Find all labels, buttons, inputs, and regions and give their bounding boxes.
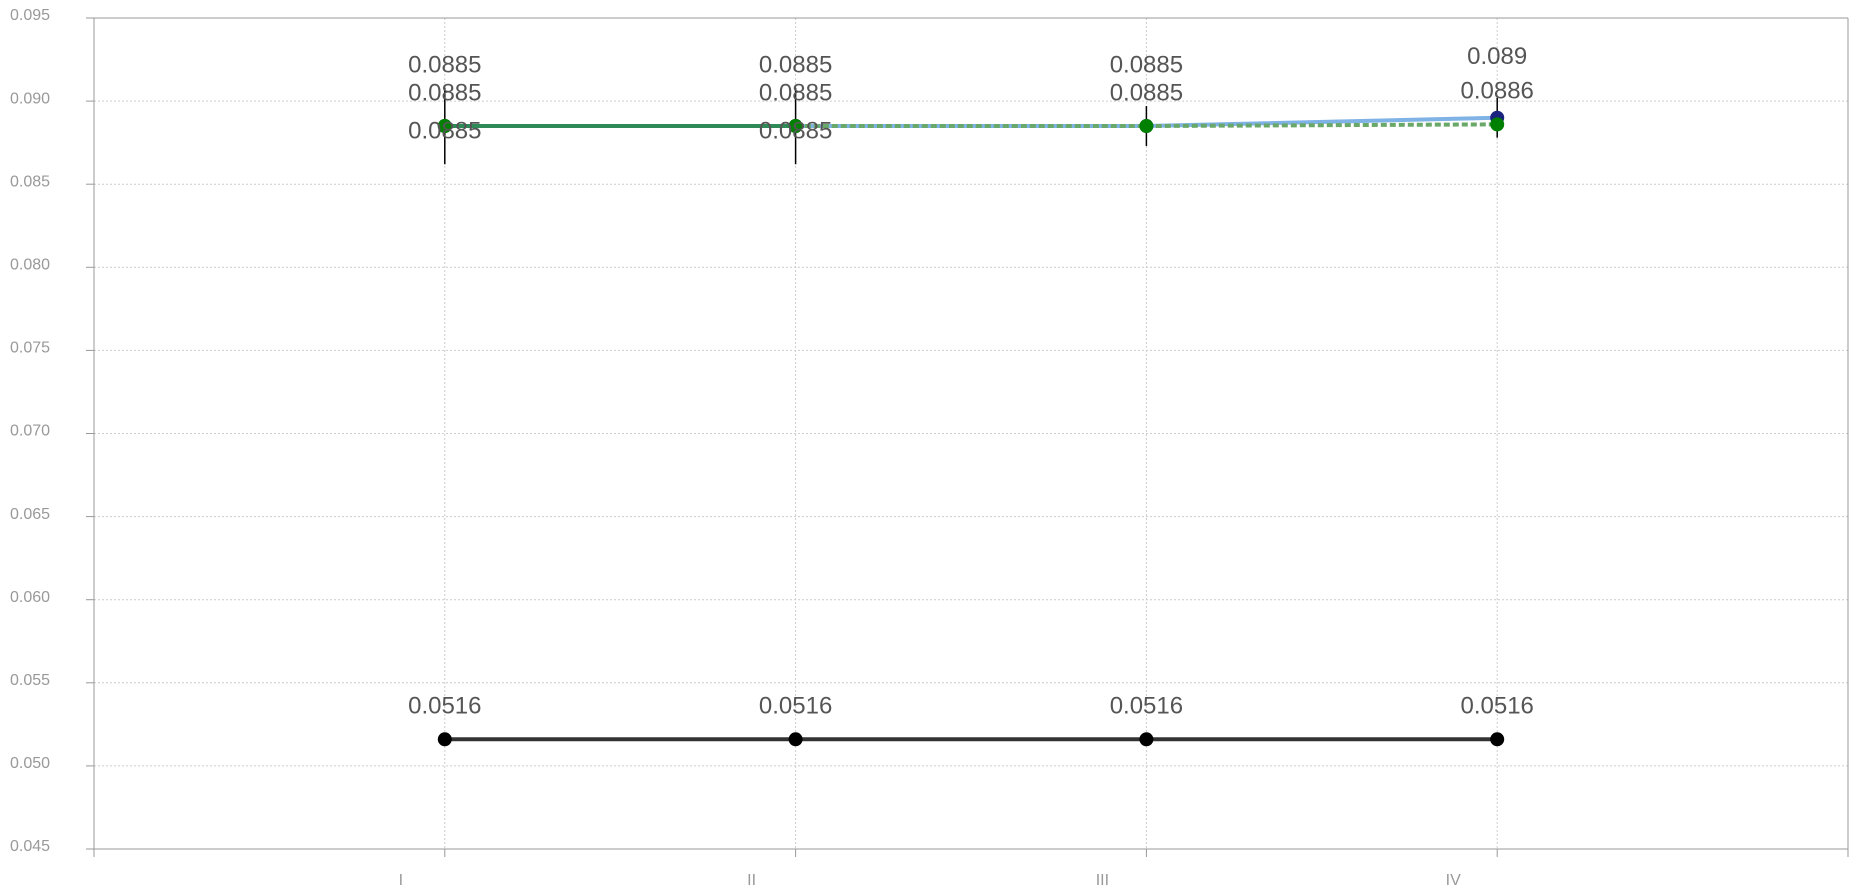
marker [788, 732, 803, 747]
data-label: 0.0885 [1110, 51, 1183, 78]
data-label: 0.0885 [408, 51, 481, 78]
x-tick-label: III [1096, 872, 1109, 889]
data-label: 0.0885 [1110, 79, 1183, 106]
y-tick-label: 0.095 [10, 7, 50, 24]
marker [437, 119, 452, 134]
y-tick-label: 0.090 [10, 90, 50, 107]
data-label: 0.089 [1467, 43, 1527, 70]
marker [1139, 732, 1154, 747]
marker [1139, 119, 1154, 134]
marker [788, 119, 803, 134]
data-label: 0.0516 [1110, 693, 1183, 720]
marker [1490, 732, 1505, 747]
y-tick-label: 0.065 [10, 506, 50, 523]
y-tick-label: 0.045 [10, 838, 50, 855]
marker [1490, 117, 1505, 132]
data-label: 0.0516 [408, 693, 481, 720]
y-tick-label: 0.060 [10, 589, 50, 606]
data-label: 0.0885 [759, 117, 832, 144]
x-tick-label: I [399, 872, 403, 889]
x-tick-label: IV [1446, 872, 1461, 889]
data-label: 0.0516 [1460, 693, 1533, 720]
y-tick-label: 0.070 [10, 423, 50, 440]
data-label: 0.0885 [408, 79, 481, 106]
data-label: 0.0886 [1460, 78, 1533, 105]
data-label: 0.0885 [759, 51, 832, 78]
data-label: 0.0885 [759, 79, 832, 106]
x-tick-label: II [747, 872, 756, 889]
marker [437, 732, 452, 747]
data-label: 0.0516 [759, 693, 832, 720]
y-tick-label: 0.055 [10, 672, 50, 689]
y-tick-label: 0.050 [10, 755, 50, 772]
y-tick-label: 0.085 [10, 173, 50, 190]
data-label: 0.0885 [408, 117, 481, 144]
y-tick-label: 0.075 [10, 340, 50, 357]
y-tick-label: 0.080 [10, 257, 50, 274]
